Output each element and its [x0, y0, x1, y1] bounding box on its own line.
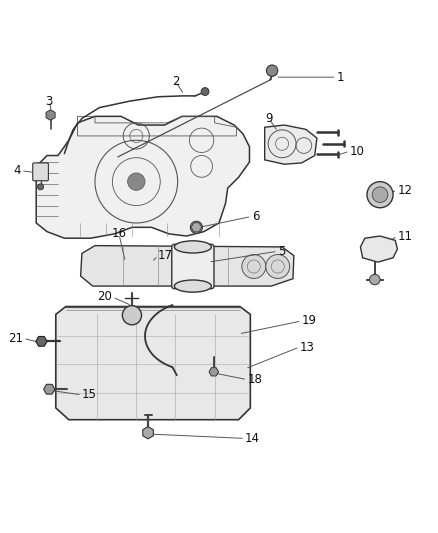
Text: 19: 19 [302, 314, 317, 327]
Text: 15: 15 [82, 389, 97, 401]
Polygon shape [46, 110, 55, 120]
Circle shape [190, 221, 202, 233]
Circle shape [201, 87, 209, 95]
Polygon shape [360, 236, 397, 262]
Polygon shape [44, 384, 55, 394]
Circle shape [367, 182, 393, 208]
Polygon shape [56, 306, 251, 419]
Text: 10: 10 [350, 144, 364, 158]
Text: 13: 13 [300, 341, 314, 353]
Text: 12: 12 [397, 184, 413, 197]
Circle shape [38, 184, 44, 190]
Circle shape [266, 65, 278, 76]
Polygon shape [191, 223, 201, 232]
Text: 1: 1 [336, 71, 344, 84]
Polygon shape [36, 336, 47, 346]
Text: 20: 20 [98, 290, 113, 303]
Ellipse shape [242, 255, 266, 278]
Text: 21: 21 [8, 332, 23, 345]
Text: 6: 6 [252, 210, 259, 223]
Text: 3: 3 [46, 95, 53, 108]
Text: 5: 5 [278, 245, 285, 258]
Polygon shape [265, 125, 317, 164]
Text: 18: 18 [247, 373, 262, 386]
Ellipse shape [174, 280, 212, 292]
Text: 14: 14 [245, 432, 260, 445]
Ellipse shape [266, 255, 290, 278]
Text: 2: 2 [172, 75, 179, 88]
Circle shape [127, 173, 145, 190]
FancyBboxPatch shape [33, 163, 48, 181]
Text: 16: 16 [111, 228, 127, 240]
Text: 17: 17 [158, 249, 173, 262]
Text: 4: 4 [14, 164, 21, 177]
Polygon shape [81, 246, 294, 286]
Text: 9: 9 [265, 112, 273, 125]
Ellipse shape [174, 241, 212, 253]
FancyBboxPatch shape [172, 244, 214, 289]
Circle shape [372, 187, 388, 203]
Polygon shape [36, 116, 250, 238]
Polygon shape [143, 426, 153, 439]
Circle shape [370, 274, 380, 285]
Polygon shape [209, 368, 219, 376]
Circle shape [122, 305, 141, 325]
Text: 11: 11 [397, 230, 413, 243]
